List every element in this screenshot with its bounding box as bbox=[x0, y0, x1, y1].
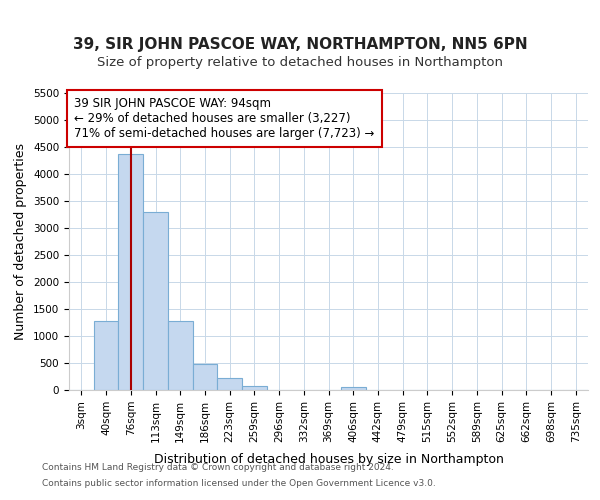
Text: Contains HM Land Registry data © Crown copyright and database right 2024.: Contains HM Land Registry data © Crown c… bbox=[42, 464, 394, 472]
Bar bbox=[143, 212, 168, 390]
Bar bbox=[168, 322, 193, 390]
Text: Size of property relative to detached houses in Northampton: Size of property relative to detached ho… bbox=[97, 56, 503, 69]
X-axis label: Distribution of detached houses by size in Northampton: Distribution of detached houses by size … bbox=[154, 453, 503, 466]
Bar bbox=[94, 322, 118, 390]
Bar bbox=[217, 378, 242, 390]
Text: 39 SIR JOHN PASCOE WAY: 94sqm
← 29% of detached houses are smaller (3,227)
71% o: 39 SIR JOHN PASCOE WAY: 94sqm ← 29% of d… bbox=[74, 97, 374, 140]
Bar bbox=[193, 364, 217, 390]
Bar bbox=[341, 387, 365, 390]
Bar bbox=[118, 154, 143, 390]
Y-axis label: Number of detached properties: Number of detached properties bbox=[14, 143, 28, 340]
Text: 39, SIR JOHN PASCOE WAY, NORTHAMPTON, NN5 6PN: 39, SIR JOHN PASCOE WAY, NORTHAMPTON, NN… bbox=[73, 38, 527, 52]
Bar bbox=[242, 386, 267, 390]
Text: Contains public sector information licensed under the Open Government Licence v3: Contains public sector information licen… bbox=[42, 478, 436, 488]
